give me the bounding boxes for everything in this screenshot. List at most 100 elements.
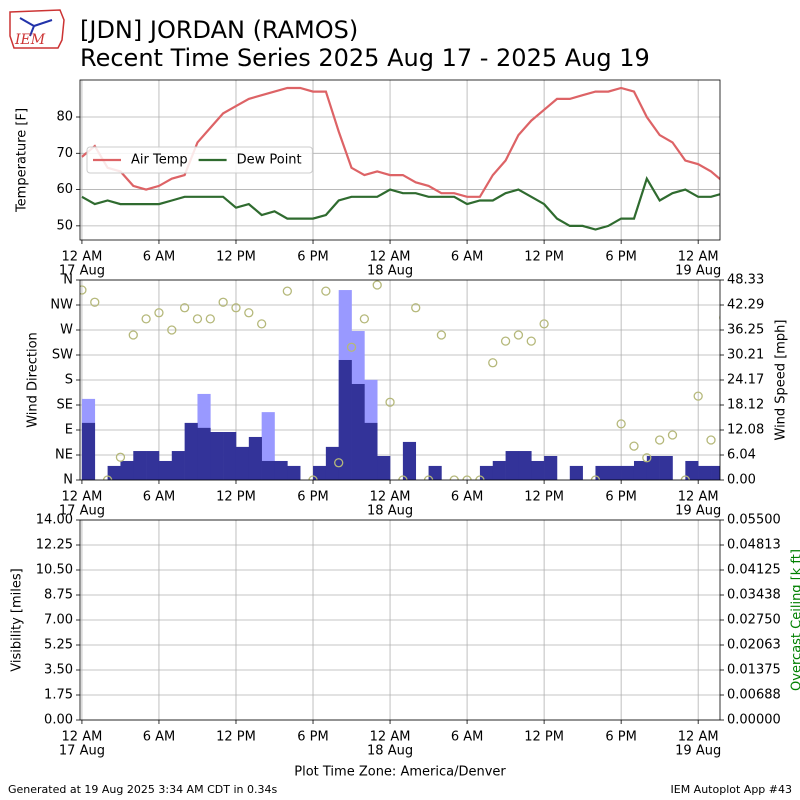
point: [475, 475, 485, 480]
x-date-label: 19 Aug: [675, 504, 721, 519]
point: [411, 303, 421, 313]
x-tick-label: 6 AM: [451, 730, 484, 745]
y-tick-label: 14.00: [36, 513, 73, 528]
x-date-label: 19 Aug: [675, 744, 721, 759]
x-date-label: 17 Aug: [59, 264, 105, 279]
y-tick-label: E: [65, 423, 73, 438]
point: [308, 475, 318, 480]
bar: [197, 427, 211, 480]
bar: [377, 455, 391, 480]
bar: [633, 460, 648, 480]
y-tick-label: 0.00: [44, 713, 73, 728]
y-tick-label: 3.50: [44, 663, 73, 678]
footer-right: IEM Autoplot App #43: [671, 783, 793, 796]
bar: [646, 455, 660, 480]
legend-label: Air Temp: [131, 153, 188, 168]
bar: [184, 422, 198, 480]
x-tick-label: 6 PM: [297, 730, 328, 745]
y2-tick-label: 24.17: [727, 373, 764, 388]
point: [128, 330, 138, 340]
y2-tick-label: 18.12: [727, 398, 764, 413]
y2-tick-label: 0.04813: [727, 538, 781, 553]
y-tick-label: N: [63, 273, 73, 288]
legend-label: Dew Point: [237, 153, 302, 168]
point: [321, 286, 331, 296]
point: [179, 303, 190, 313]
point: [359, 314, 370, 324]
point: [244, 308, 254, 318]
y2-tick-label: 48.33: [727, 273, 764, 288]
bar: [608, 465, 622, 480]
bar: [210, 431, 224, 480]
x-tick-label: 12 PM: [524, 730, 564, 745]
y-tick-label: 10.50: [36, 563, 73, 578]
point: [719, 315, 720, 321]
x-tick-label: 12 AM: [370, 250, 411, 265]
bar: [428, 465, 442, 480]
point: [616, 419, 626, 429]
point: [115, 452, 126, 462]
y2-tick-label: 0.00: [727, 473, 756, 488]
x-tick-label: 6 AM: [143, 490, 176, 505]
bar: [364, 422, 378, 480]
y2-tick-label: 0.03438: [727, 588, 781, 603]
point: [257, 319, 267, 329]
point: [282, 286, 292, 296]
y2-tick-label: 0.02063: [727, 638, 781, 653]
y-tick-label: SE: [57, 398, 73, 413]
title: [JDN] JORDAN (RAMOS): [80, 16, 358, 44]
x-tick-label: 6 AM: [451, 490, 484, 505]
x-tick-label: 12 PM: [216, 730, 256, 745]
y2-tick-label: 0.04125: [727, 563, 781, 578]
y2-tick-label: 0.00688: [727, 688, 781, 703]
point: [102, 475, 113, 480]
point: [80, 285, 87, 295]
x-tick-label: 6 AM: [143, 250, 176, 265]
bar: [685, 460, 699, 480]
point: [218, 297, 228, 307]
y-tick-label: S: [65, 373, 73, 388]
axes-frame: [79, 279, 721, 481]
plot-area: [80, 280, 720, 480]
point: [398, 475, 408, 480]
bar: [338, 359, 352, 480]
bar: [402, 441, 417, 480]
bar: [171, 451, 185, 480]
point: [385, 397, 395, 407]
x-date-label: 17 Aug: [59, 504, 105, 519]
x-date-label: 18 Aug: [367, 504, 413, 519]
x-tick-label: 6 AM: [451, 250, 484, 265]
x-tick-label: 6 PM: [605, 730, 636, 745]
bar: [659, 455, 673, 480]
y-tick-label: N: [63, 473, 73, 488]
bar: [235, 446, 250, 480]
y-tick-label: W: [60, 323, 73, 338]
bar: [518, 451, 532, 480]
point: [642, 453, 652, 463]
x-tick-label: 6 PM: [297, 250, 328, 265]
y-axis-label: Visibility [miles]: [10, 568, 25, 671]
point: [462, 475, 472, 480]
bar: [81, 422, 96, 480]
bar: [223, 431, 237, 480]
bar: [107, 465, 121, 480]
x-axis-label: Plot Time Zone: America/Denver: [294, 765, 506, 780]
y-tick-label: 8.75: [44, 588, 73, 603]
x-date-label: 19 Aug: [675, 264, 721, 279]
bar: [595, 465, 609, 480]
bar: [621, 465, 635, 480]
point: [141, 314, 151, 324]
y2-tick-label: 12.08: [727, 423, 764, 438]
bar: [569, 465, 583, 480]
point: [590, 475, 601, 480]
x-tick-label: 12 AM: [62, 490, 103, 505]
x-date-label: 18 Aug: [367, 264, 413, 279]
x-tick-label: 6 PM: [297, 490, 328, 505]
bar: [287, 465, 301, 480]
panel: 0.00 1.75 3.50 5.25 7.00 8.75 10.50 12.25 14.00 0…: [10, 513, 800, 780]
x-tick-label: 12 PM: [524, 250, 564, 265]
point: [334, 458, 344, 468]
point: [539, 319, 549, 329]
y2-tick-label: 0.00000: [727, 713, 781, 728]
